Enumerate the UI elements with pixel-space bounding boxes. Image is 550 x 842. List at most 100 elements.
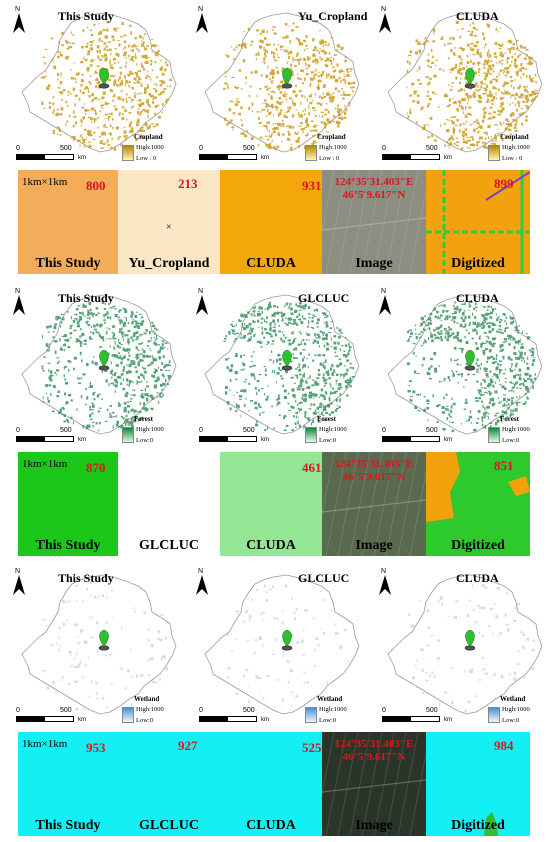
legend-gradient — [305, 427, 317, 443]
scale-bar: 0 500 km — [382, 427, 452, 443]
legend-low: Low : 0 — [502, 155, 523, 162]
scale-bar: 0 500 km — [16, 145, 86, 161]
tile-caption: Yu_Cropland — [128, 256, 210, 271]
tile-value: 800 — [86, 178, 106, 193]
legend-high: High:1000 — [502, 426, 530, 433]
tile-value: 984 — [494, 738, 514, 753]
comparison-tiles: 953 1km×1km This Study 927 GLCLUC 525 CLUDA 124… — [18, 732, 530, 836]
location-pin-icon — [281, 349, 293, 371]
legend-high: High:1000 — [136, 706, 164, 713]
tile-digitized: 899 Digitized — [426, 170, 530, 274]
scale-unit: km — [78, 717, 86, 723]
legend-title: Wetland — [134, 695, 160, 703]
north-arrow-icon: N — [12, 6, 26, 38]
tile-value: 931 — [302, 178, 322, 193]
map-row: This Study N 0 500 km Forest High:1000 Low:0 GLC… — [0, 282, 550, 450]
cross-mark: × — [166, 222, 172, 233]
north-arrow-icon: N — [378, 6, 392, 38]
tile-image: 124°35′31.403″E 46°5′9.617″N Image — [322, 732, 426, 836]
scale-unit: km — [261, 437, 269, 443]
north-label: N — [380, 568, 387, 575]
north-arrow-icon: N — [195, 288, 209, 320]
location-pin-icon — [464, 629, 476, 651]
north-label: N — [14, 6, 21, 13]
map-title: GLCLUC — [298, 291, 350, 305]
legend-title: Wetland — [500, 695, 526, 703]
north-label: N — [380, 6, 387, 13]
legend-gradient — [122, 427, 134, 443]
tile-digitized: 851 Digitized — [426, 452, 530, 556]
scale-unit: km — [444, 717, 452, 723]
region-map — [387, 12, 543, 153]
map-panel: CLUDA N 0 500 km Forest High:1000 Low:0 — [366, 282, 549, 450]
region-map — [387, 574, 543, 715]
legend-title: Forest — [317, 415, 336, 423]
legend-low: Low:0 — [319, 717, 336, 724]
satellite-image — [322, 170, 426, 274]
location-pin-icon — [464, 67, 476, 89]
map-title: This Study — [58, 571, 114, 585]
legend-low: Low:0 — [136, 437, 153, 444]
legend-gradient — [122, 707, 134, 723]
tile-value: 953 — [86, 740, 106, 755]
location-pin-icon — [464, 349, 476, 371]
tile-this-study: 953 1km×1km This Study — [18, 732, 118, 836]
scale-unit: km — [261, 717, 269, 723]
north-arrow-icon: N — [378, 568, 392, 600]
scale-bar: 0 500 km — [382, 707, 452, 723]
tile-caption: GLCLUC — [139, 538, 199, 553]
legend-high: High:1000 — [319, 426, 347, 433]
tile-caption: This Study — [35, 256, 101, 271]
map-panel: This Study N 0 500 km Forest High:1000 Low:0 — [0, 282, 183, 450]
tile-caption: This Study — [35, 818, 101, 833]
legend-title: Wetland — [317, 695, 343, 703]
tile-caption: Digitized — [451, 538, 505, 553]
legend-gradient — [488, 707, 500, 723]
satellite-image — [322, 452, 426, 556]
grid-size-label: 1km×1km — [22, 458, 68, 470]
scale-zero: 0 — [199, 427, 203, 434]
tile-glcluc: 927 GLCLUC — [118, 732, 220, 836]
tile-cluda: 525 CLUDA — [220, 732, 322, 836]
tile-caption: Image — [355, 818, 393, 833]
scale-zero: 0 — [199, 707, 203, 714]
location-pin-icon — [98, 629, 110, 651]
north-label: N — [380, 288, 387, 295]
tile-value: 213 — [178, 176, 198, 191]
tile-this-study: 800 1km×1km This Study — [18, 170, 118, 274]
tile-image: 124°35′31.403″E 46°5′9.617″N Image — [322, 452, 426, 556]
region-map — [21, 12, 177, 153]
scale-500: 500 — [426, 707, 438, 714]
tile-value: 899 — [494, 176, 514, 191]
legend-high: High:1000 — [319, 144, 347, 151]
north-label: N — [14, 288, 21, 295]
section-forest: This Study N 0 500 km Forest High:1000 Low:0 GLC… — [0, 282, 550, 562]
scale-500: 500 — [243, 707, 255, 714]
legend-title: Cropland — [134, 133, 163, 141]
north-label: N — [197, 568, 204, 575]
map-row: This Study N 0 500 km Cropland High:1000 Low : … — [0, 0, 550, 168]
tile-value: 851 — [494, 458, 514, 473]
legend-low: Low:0 — [502, 717, 519, 724]
region-map — [21, 294, 177, 435]
north-arrow-icon: N — [378, 288, 392, 320]
legend-high: High:1000 — [502, 706, 530, 713]
tile-yu-cropland: 213 × Yu_Cropland — [118, 170, 220, 274]
north-label: N — [197, 6, 204, 13]
tile-caption: Image — [355, 538, 393, 553]
map-title: Yu_Cropland — [298, 9, 368, 23]
section-wetland: This Study N 0 500 km Wetland High:1000 Low:0 GL… — [0, 562, 550, 842]
map-panel: This Study N 0 500 km Wetland High:1000 Low:0 — [0, 562, 183, 730]
section-cropland: This Study N 0 500 km Cropland High:1000 Low : … — [0, 0, 550, 280]
legend-gradient — [305, 145, 317, 161]
legend-title: Forest — [134, 415, 153, 423]
tile-value: 461 — [302, 460, 322, 475]
tile-image: 124°35′31.403″E 46°5′9.617″N Image — [322, 170, 426, 274]
tile-this-study: 870 1km×1km This Study — [18, 452, 118, 556]
scale-500: 500 — [243, 145, 255, 152]
scale-bar: 0 500 km — [382, 145, 452, 161]
legend-high: High:1000 — [136, 144, 164, 151]
satellite-image — [322, 732, 426, 836]
tile-value: 525 — [302, 740, 322, 755]
